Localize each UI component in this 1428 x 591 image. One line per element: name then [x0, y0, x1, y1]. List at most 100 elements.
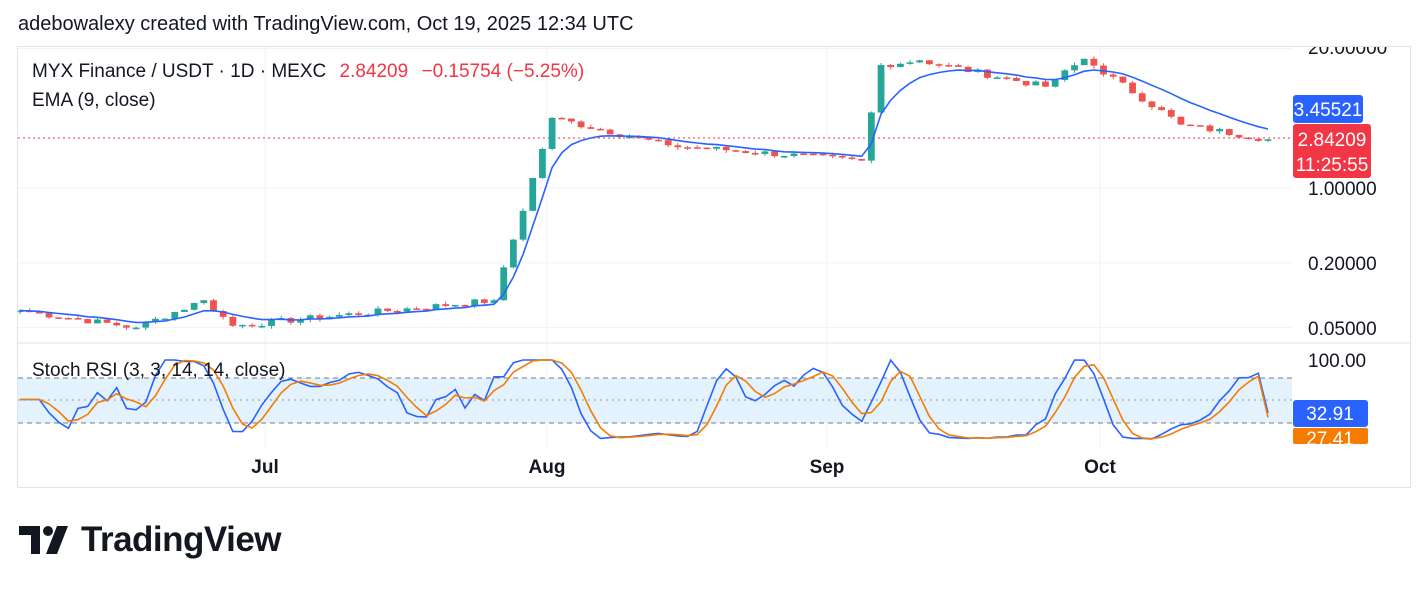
candle-down	[1109, 74, 1117, 77]
candle-down	[664, 140, 672, 146]
candle-down	[1022, 80, 1030, 86]
candle-down	[838, 156, 846, 158]
candle-up	[510, 239, 517, 268]
candle-up	[190, 303, 198, 310]
candle-down	[461, 304, 469, 307]
candle-down	[1129, 82, 1136, 94]
candle-up	[906, 62, 914, 64]
candle-up	[403, 308, 411, 312]
candle-down	[751, 152, 759, 155]
y-tick-label: 0.05000	[1308, 319, 1377, 340]
candle-up	[1061, 70, 1069, 80]
candle-down	[819, 153, 827, 156]
last-price-text: 2.84209	[1298, 130, 1367, 151]
candle-up	[1264, 139, 1272, 141]
candle-down	[413, 308, 421, 310]
candle-up	[1051, 79, 1059, 87]
candle-up	[790, 153, 798, 157]
tradingview-logo[interactable]: TradingView	[19, 520, 282, 560]
tradingview-logo-icon	[19, 526, 68, 554]
candle-down	[577, 121, 585, 128]
chart-frame[interactable]: 20.00000 1.00000 0.20000 0.05000 100.00 …	[17, 46, 1411, 488]
candle-down	[35, 312, 43, 314]
x-tick-label: Aug	[529, 457, 566, 478]
candle-down	[422, 308, 430, 311]
price-change: −0.15754 (−5.25%)	[421, 61, 585, 82]
candle-down	[703, 147, 711, 150]
candle-down	[1158, 107, 1165, 111]
stoch-k-line	[20, 358, 1269, 440]
stoch-d-badge	[1293, 428, 1368, 444]
candle-down	[693, 147, 701, 149]
candle-up	[268, 319, 275, 326]
ema-legend[interactable]: EMA (9, close)	[32, 90, 156, 111]
candle-down	[858, 158, 866, 161]
candle-up	[1071, 65, 1078, 71]
stoch-rsi-legend[interactable]: Stoch RSI (3, 3, 14, 14, close)	[32, 360, 286, 381]
symbol-legend[interactable]: MYX Finance / USDT · 1D · MEXC 2.84209 −…	[32, 61, 584, 83]
candle-up	[345, 313, 353, 316]
candle-up	[500, 267, 508, 301]
candle-down	[1235, 134, 1243, 138]
candle-up	[335, 315, 343, 317]
candle-up	[1216, 129, 1224, 132]
candle-down	[64, 317, 72, 320]
candle-down	[1138, 93, 1146, 102]
candle-down	[480, 299, 488, 303]
candle-up	[1032, 81, 1040, 86]
candle-down	[45, 313, 53, 318]
chart-canvas[interactable]: 20.00000 1.00000 0.20000 0.05000 100.00 …	[18, 47, 1411, 488]
candle-down	[684, 147, 691, 149]
candle-down	[887, 65, 895, 68]
stoch-k-value: 32.91	[1306, 404, 1354, 425]
candle-down	[229, 316, 237, 326]
candle-down	[809, 153, 817, 156]
candle-down	[800, 153, 808, 156]
candle-down	[955, 65, 962, 67]
candle-up	[761, 151, 769, 154]
candle-up	[539, 148, 546, 179]
candle-down	[635, 136, 643, 139]
candle-down	[1167, 110, 1175, 117]
candle-down	[1119, 76, 1127, 83]
candle-down	[964, 66, 972, 72]
candle-down	[1196, 125, 1204, 127]
candle-up	[626, 136, 633, 139]
candle-up	[877, 65, 885, 113]
attribution-text: adebowalexy created with TradingView.com…	[18, 13, 634, 35]
candle-down	[945, 65, 953, 67]
candle-down	[248, 324, 256, 327]
candle-down	[1090, 58, 1098, 66]
candle-up	[471, 299, 479, 306]
candle-down	[1148, 101, 1156, 108]
candle-down	[655, 139, 662, 142]
y-tick-label: 100.00	[1308, 351, 1366, 372]
candle-up	[432, 304, 440, 310]
ema-value-badge	[1293, 95, 1363, 123]
candle-up	[519, 210, 527, 240]
candle-down	[848, 157, 856, 159]
candles	[18, 56, 1272, 331]
candle-down	[771, 151, 778, 157]
candle-down	[645, 137, 653, 140]
candle-down	[1042, 81, 1049, 87]
candle-down	[597, 128, 604, 131]
candle-down	[123, 325, 130, 328]
countdown-text: 11:25:55	[1296, 155, 1369, 176]
candle-down	[84, 319, 92, 324]
y-tick-label: 0.20000	[1308, 254, 1377, 275]
candle-down	[935, 64, 943, 66]
candle-down	[674, 145, 682, 148]
candle-up	[490, 300, 498, 303]
candle-down	[384, 308, 392, 311]
candle-down	[355, 313, 362, 315]
candle-up	[142, 321, 150, 328]
candle-down	[926, 60, 933, 65]
candle-up	[896, 63, 904, 68]
candle-down	[1177, 116, 1185, 125]
candle-down	[606, 129, 614, 135]
candle-up	[529, 178, 537, 211]
candle-down	[722, 146, 730, 151]
candle-down	[316, 315, 324, 320]
candle-up	[171, 311, 179, 319]
